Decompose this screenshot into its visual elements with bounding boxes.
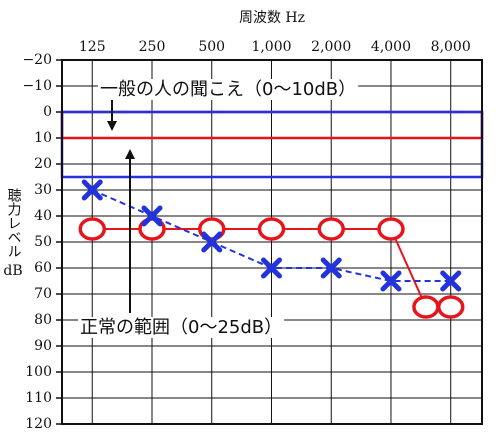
x-tick-label: 8,000: [431, 39, 471, 55]
marker-x: [380, 270, 402, 292]
marker-o: [317, 217, 345, 241]
marker-o: [412, 295, 440, 319]
y-tick-label: 100: [25, 364, 52, 380]
y-tick-label: 70: [34, 286, 52, 302]
y-tick-label: −20: [22, 52, 52, 68]
plot-frame: [61, 59, 483, 425]
y-tick-label: 20: [34, 156, 52, 172]
y-tick-label: −10: [22, 78, 52, 94]
y-tick-label: 80: [34, 312, 52, 328]
marker-x: [141, 205, 163, 227]
y-axis-label: 聴力レベル dB: [2, 188, 24, 280]
marker-x: [81, 179, 103, 201]
marker-o: [78, 217, 107, 241]
annotation-bg: [98, 79, 359, 100]
y-tick-label: 110: [25, 390, 52, 406]
chart-title: 周波数 Hz: [239, 10, 305, 26]
annotation: 一般の人の聞こえ（0～10dB）: [100, 79, 356, 100]
marks: [78, 179, 465, 319]
marker-x: [320, 257, 342, 279]
range-band: [60, 110, 484, 179]
y-tick-label: 30: [34, 182, 52, 198]
y-tick-label: 40: [34, 208, 52, 224]
y-tick-label: 0: [43, 104, 52, 120]
x-tick-label: 2,000: [311, 39, 351, 55]
x-tick-label: 500: [198, 39, 225, 55]
y-tick-label: 90: [34, 338, 52, 354]
range-band: [60, 110, 484, 140]
y-tick-label: 50: [34, 234, 52, 250]
y-unit: dB: [3, 263, 23, 279]
bands: [60, 110, 484, 179]
annotations: 一般の人の聞こえ（0～10dB） 正常の範囲（0～25dB）: [78, 79, 359, 338]
marker-o: [257, 217, 286, 241]
annotation-bg: [78, 317, 285, 338]
y-tick-label: 60: [34, 260, 52, 276]
x-tick-label: 4,000: [371, 39, 411, 55]
marker-x: [260, 257, 282, 279]
x-tick-label: 1,000: [251, 39, 291, 55]
y-label: 聴力レベル: [5, 188, 22, 258]
marker-o: [377, 217, 405, 241]
marker-x: [201, 231, 223, 253]
annotation: 正常の範囲（0～25dB）: [80, 317, 282, 338]
marker-x: [440, 270, 462, 292]
y-tick-label: 120: [25, 416, 52, 432]
x-tick-label: 125: [79, 39, 106, 55]
grid: [56, 59, 482, 425]
x-tick-label: 250: [139, 39, 166, 55]
marker-o: [436, 295, 465, 319]
y-tick-label: 10: [34, 130, 52, 146]
